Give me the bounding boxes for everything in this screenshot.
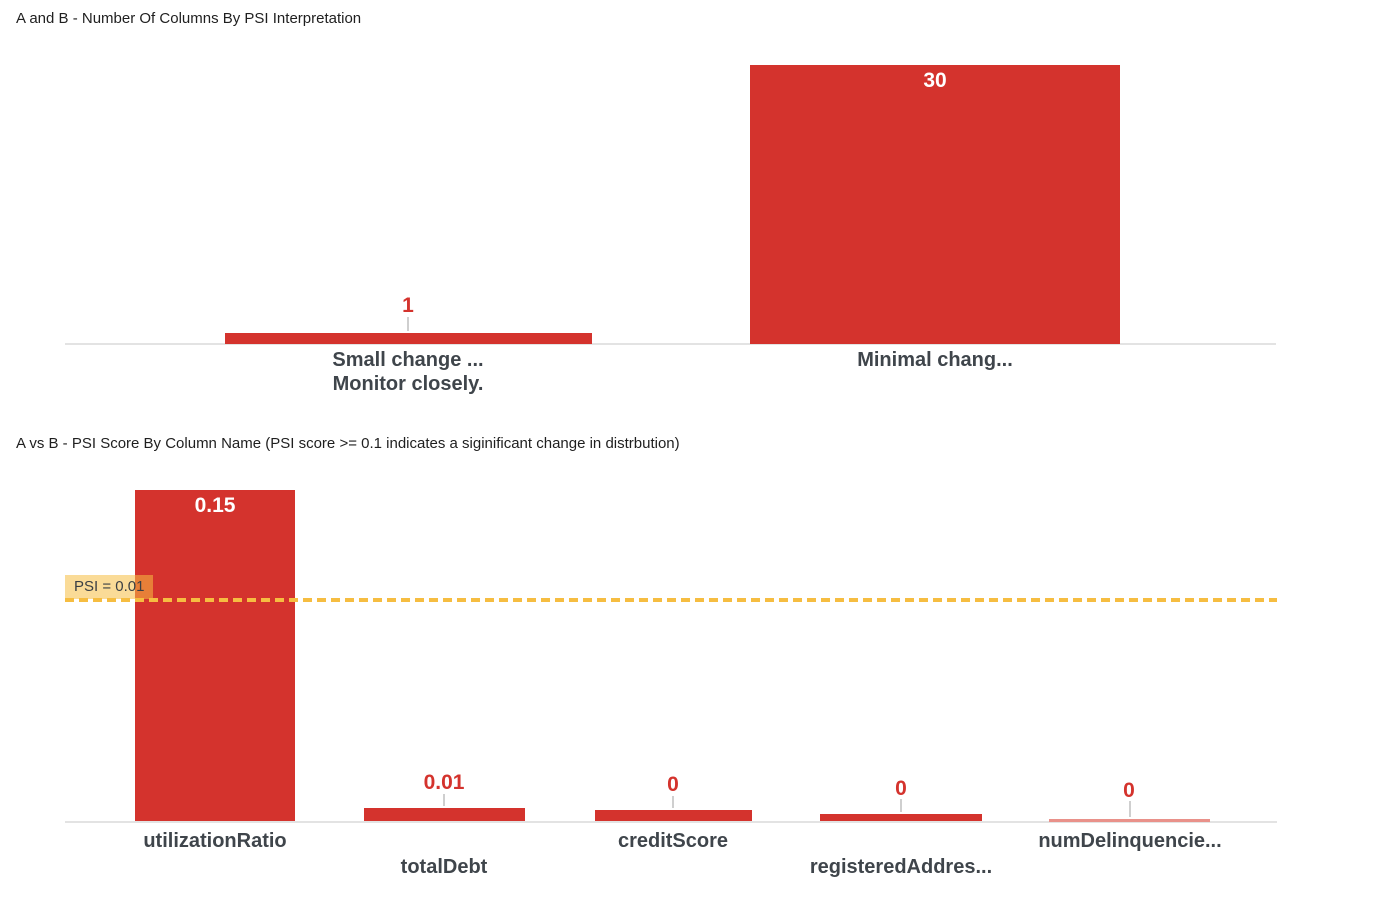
chart1-x-axis-line [65, 343, 1276, 345]
chart2-category-label-totalDebt: totalDebt [400, 856, 488, 878]
chart1-title: A and B - Number Of Columns By PSI Inter… [16, 10, 362, 27]
chart2-title: A vs B - PSI Score By Column Name (PSI s… [16, 435, 680, 452]
chart2-bar-totalDebt-value: 0.01 [423, 771, 465, 794]
chart2-bar-registeredAddress[interactable] [820, 814, 982, 821]
chart2-x-axis-line [65, 821, 1277, 823]
chart2-category-label-creditScore: creditScore [617, 830, 729, 852]
chart2-bar-utilizationRatio-value: 0.15 [194, 494, 236, 517]
chart2-category-label-registeredAddress: registeredAddres... [809, 856, 993, 878]
chart2-bar-utilizationRatio[interactable] [135, 490, 295, 821]
chart1-category-label-minimal-change: Minimal chang... [857, 349, 1013, 371]
chart2-threshold-label: PSI = 0.01 [65, 575, 154, 599]
chart1-bar-small-change-value: 1 [402, 294, 414, 317]
chart2-bar-creditScore-value: 0 [667, 773, 679, 796]
chart2-bar-creditScore-annotation-stem [672, 796, 674, 808]
chart1-category-label-small-change-line1: Small change ... [332, 349, 484, 371]
chart2-category-label-numDelinquencies: numDelinquencie... [1038, 830, 1222, 852]
chart1-bar-minimal-change[interactable] [750, 65, 1120, 344]
chart2-bar-creditScore[interactable] [595, 810, 752, 821]
chart1-bar-minimal-change-value: 30 [923, 69, 947, 92]
chart2-bar-numDelinquencies-annotation-stem [1129, 801, 1131, 817]
chart2-bar-numDelinquencies[interactable] [1049, 819, 1210, 822]
chart2-category-label-utilizationRatio: utilizationRatio [143, 830, 287, 852]
chart1-bar-small-change-annotation-stem [407, 317, 409, 331]
chart1-category-label-small-change: Small change ... Monitor closely. [278, 348, 538, 396]
chart1-category-label-small-change-line2: Monitor closely. [332, 373, 484, 395]
chart2-bar-totalDebt-annotation-stem [443, 794, 445, 806]
chart1-bar-small-change[interactable] [225, 333, 592, 344]
chart2-bar-registeredAddress-annotation-stem [900, 799, 902, 812]
chart2-threshold-dashed-line [65, 598, 1277, 602]
chart2-bar-totalDebt[interactable] [364, 808, 525, 821]
chart2-bar-registeredAddress-value: 0 [895, 777, 907, 800]
chart2-bar-numDelinquencies-value: 0 [1123, 779, 1135, 802]
